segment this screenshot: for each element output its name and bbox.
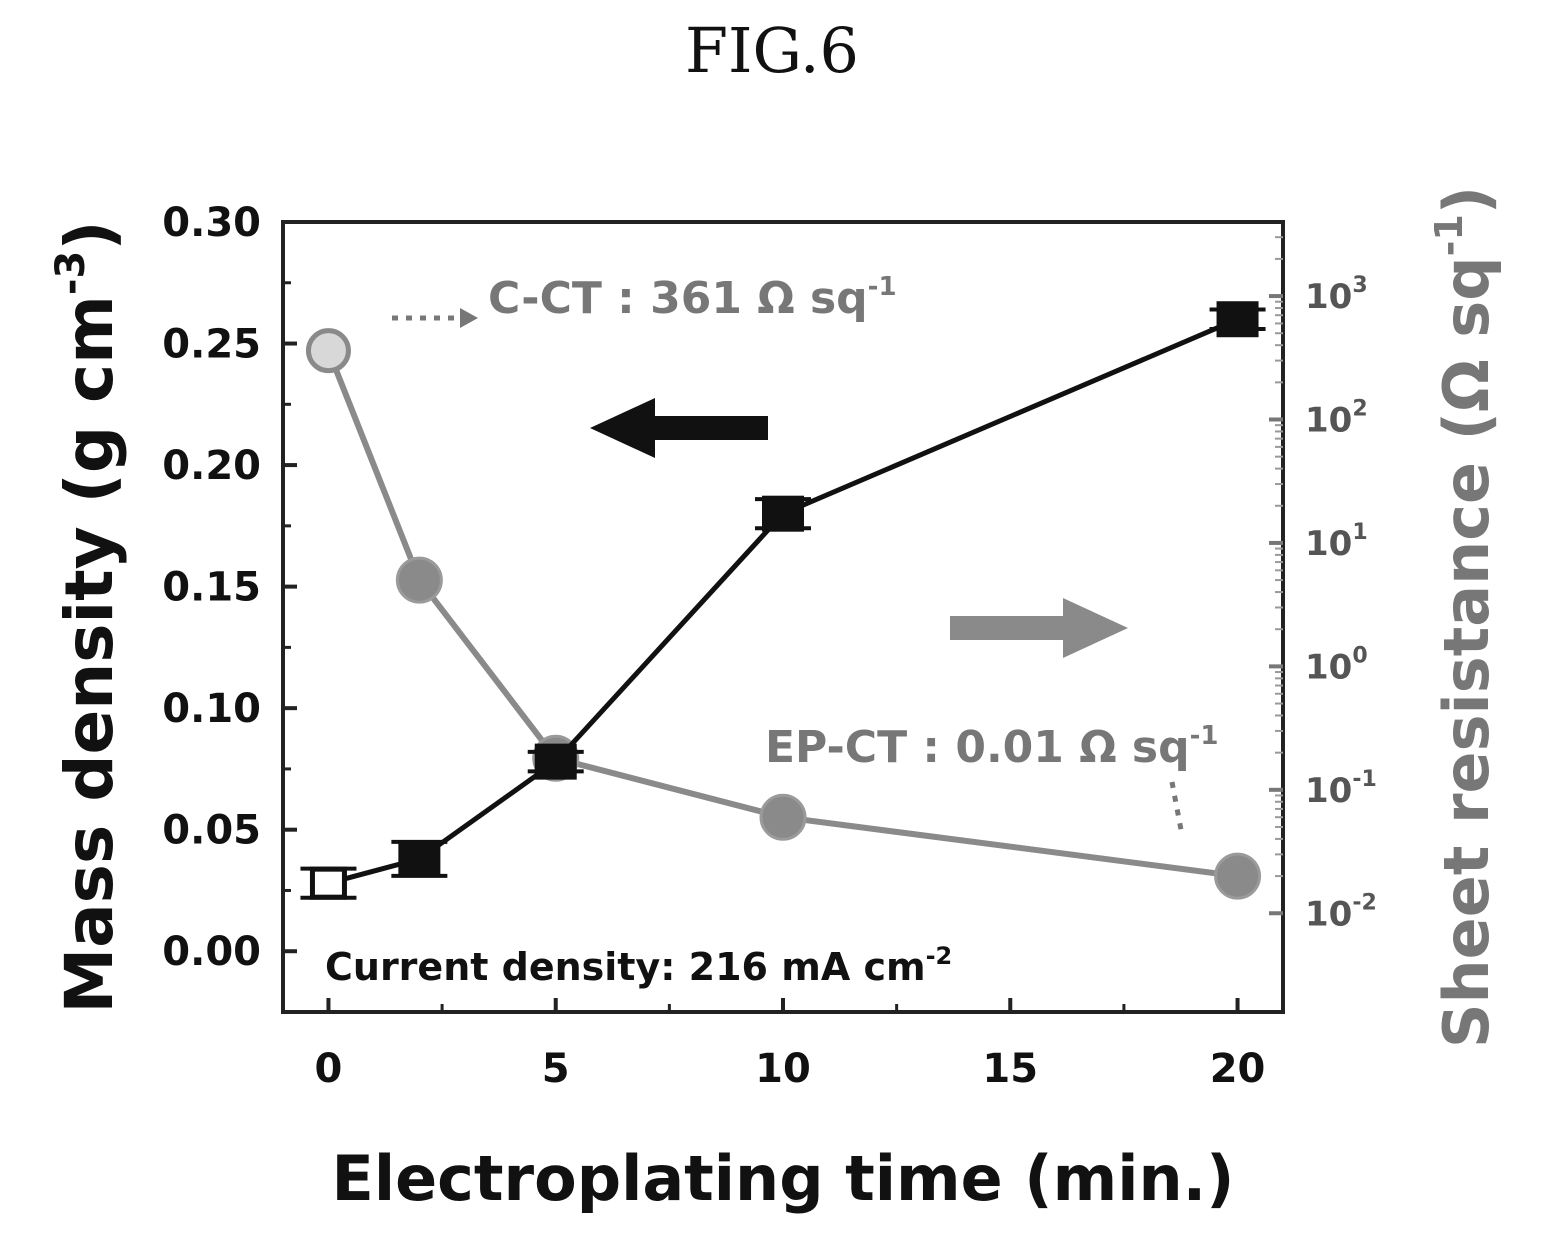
- right-axis-title-sup: -1: [1427, 214, 1471, 256]
- left-axis-title-sup: -3: [48, 251, 94, 295]
- left-tick-label: 0.30: [162, 200, 261, 246]
- right-tick-label: 101: [1305, 520, 1368, 564]
- plot-frame: [281, 220, 1285, 1014]
- figure-label: FIG.6: [685, 14, 859, 87]
- x-tick-label: 20: [1210, 1046, 1266, 1092]
- x-tick-label: 0: [315, 1046, 343, 1092]
- sheet-resistance-point: [395, 556, 443, 604]
- right-tick-exponent: -2: [1352, 890, 1376, 915]
- mass-density-point: [309, 866, 347, 900]
- right-axis-title-close: ): [1430, 186, 1503, 214]
- left-axis-title: Mass density (g cm-3): [48, 220, 128, 1013]
- right-tick-base: 10: [1305, 524, 1352, 564]
- right-tick-base: 10: [1305, 647, 1352, 687]
- right-axis-title-text: Sheet resistance (Ω sq: [1430, 256, 1503, 1048]
- right-tick-base: 10: [1305, 401, 1352, 441]
- right-arrow: [950, 598, 1128, 658]
- mass-density-point: [762, 495, 804, 532]
- c-ct-pointer-head: [460, 308, 478, 328]
- x-axis-title: Electroplating time (min.): [331, 1142, 1234, 1215]
- left-tick-label: 0.00: [162, 929, 261, 975]
- right-tick-base: 10: [1305, 771, 1352, 811]
- sheet-resistance-point: [1214, 852, 1262, 900]
- ep-ct-annotation: EP-CT : 0.01 Ω sq-1: [765, 721, 1219, 773]
- right-tick-label: 103: [1305, 273, 1368, 317]
- right-axis-title: Sheet resistance (Ω sq-1): [1427, 186, 1503, 1048]
- mass-density-point: [398, 840, 441, 877]
- right-tick-base: 10: [1305, 277, 1352, 317]
- sheet-resistance-series: [305, 328, 1262, 900]
- c-ct-annotation-sup: -1: [868, 272, 897, 302]
- left-axis-title-text: Mass density (g cm: [51, 295, 128, 1014]
- right-tick-base: 10: [1305, 894, 1352, 934]
- current-density-annotation: Current density: 216 mA cm-2: [325, 942, 952, 989]
- right-tick-label: 100: [1305, 643, 1368, 687]
- left-tick-label: 0.15: [162, 565, 261, 611]
- ep-ct-annotation-sup: -1: [1190, 721, 1219, 751]
- mass-density-series: [300, 301, 1266, 900]
- left-tick-label: 0.25: [162, 322, 261, 368]
- current-density-text: Current density: 216 mA cm: [325, 945, 926, 989]
- left-tick-label: 0.10: [162, 686, 261, 732]
- mass-density-point: [534, 743, 577, 780]
- right-tick-label: 10-1: [1305, 767, 1377, 811]
- left-arrow: [590, 398, 768, 458]
- right-tick-label: 102: [1305, 397, 1368, 441]
- sheet-resistance-point: [759, 793, 807, 841]
- right-tick-exponent: 3: [1352, 273, 1367, 298]
- ep-ct-annotation-text: EP-CT : 0.01 Ω sq: [765, 722, 1190, 773]
- left-y-axis-ticks: 0.00 0.05 0.10 0.15 0.20 0.25 0.30: [162, 200, 297, 975]
- current-density-sup: -2: [926, 942, 953, 970]
- x-axis-ticks: 0 5 10 15 20: [315, 998, 1266, 1092]
- right-tick-exponent: 2: [1352, 397, 1367, 422]
- c-ct-annotation-text: C-CT : 361 Ω sq: [488, 273, 868, 324]
- right-tick-exponent: -1: [1352, 767, 1376, 792]
- mass-density-point: [1216, 301, 1259, 338]
- c-ct-annotation: C-CT : 361 Ω sq-1: [488, 272, 897, 324]
- sheet-resistance-point: [305, 328, 351, 374]
- x-tick-label: 10: [755, 1046, 811, 1092]
- left-tick-label: 0.20: [162, 443, 261, 489]
- left-tick-label: 0.05: [162, 808, 261, 854]
- left-axis-title-close: ): [51, 220, 128, 250]
- x-tick-label: 15: [982, 1046, 1038, 1092]
- ep-ct-dotted-pointer: [1169, 781, 1185, 836]
- right-tick-exponent: 0: [1352, 643, 1367, 668]
- right-tick-label: 10-2: [1305, 890, 1377, 934]
- x-tick-label: 5: [542, 1046, 570, 1092]
- right-tick-exponent: 1: [1352, 520, 1367, 545]
